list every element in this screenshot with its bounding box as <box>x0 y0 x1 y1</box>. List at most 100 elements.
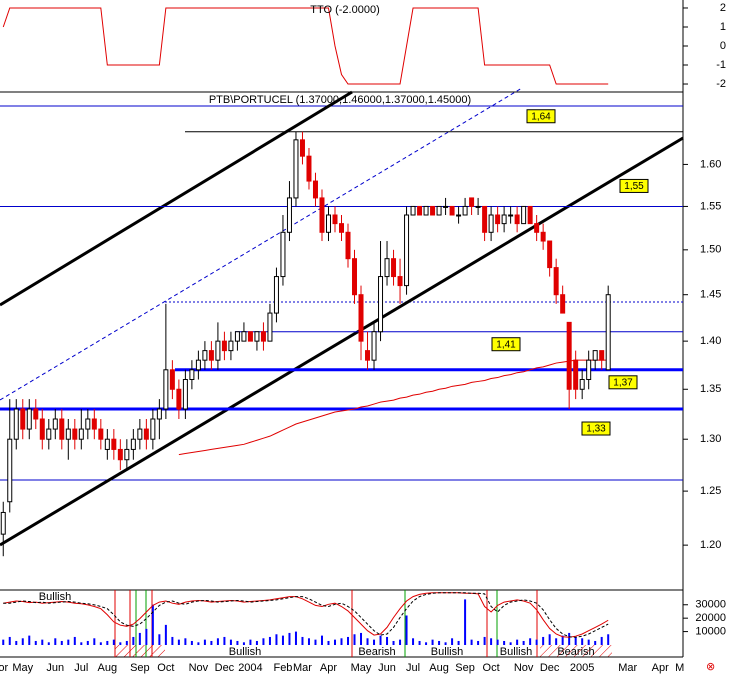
volume-bar <box>412 638 415 645</box>
volume-bar <box>255 640 258 645</box>
candle-body <box>39 418 45 440</box>
volume-bar <box>529 638 532 645</box>
volume-bar <box>568 632 571 645</box>
hatch-region <box>115 645 165 657</box>
oscillator-line <box>3 592 609 638</box>
y-tick-label: 1.60 <box>700 158 721 170</box>
candle-body <box>404 214 410 287</box>
volume-bar <box>203 639 206 645</box>
volume-bar <box>210 640 213 645</box>
candle-body <box>52 418 58 430</box>
y-tick-label: -1 <box>716 59 726 71</box>
volume-bar <box>386 636 389 645</box>
volume-bar <box>236 640 239 645</box>
volume-bar <box>503 640 506 645</box>
signal-label: Bearish <box>358 646 395 658</box>
candle-body <box>13 408 19 440</box>
level-label-box <box>526 109 556 124</box>
candle-body <box>312 180 318 199</box>
volume-bar <box>158 634 161 645</box>
level-label-box <box>608 375 638 390</box>
volume-bar <box>281 635 284 645</box>
candle-body <box>397 276 403 287</box>
level-label-box <box>491 337 521 352</box>
volume-bar <box>21 638 24 645</box>
volume-bar <box>594 640 597 645</box>
volume-bar <box>184 638 187 645</box>
candle-body <box>85 418 91 430</box>
volume-bar <box>28 635 31 645</box>
x-tick-label: Feb <box>273 662 292 674</box>
candle-body <box>33 408 39 420</box>
candle-body <box>534 223 540 233</box>
volume-bar <box>54 638 57 645</box>
volume-bar <box>15 640 18 645</box>
level-label-box <box>581 421 611 436</box>
candle-body <box>436 205 442 216</box>
volume-bar <box>464 599 467 645</box>
candle-body <box>378 276 384 333</box>
volume-bar <box>229 639 232 645</box>
level-label: 1,41 <box>496 339 516 350</box>
volume-bar <box>561 635 564 645</box>
volume-bar <box>333 639 336 645</box>
x-tick-label: Aug <box>98 662 118 674</box>
volume-bar <box>379 635 382 645</box>
volume-bar <box>190 640 193 645</box>
volume-bar <box>418 640 421 645</box>
x-tick-label: May <box>12 662 33 674</box>
volume-bar <box>535 639 538 645</box>
volume-bar <box>294 631 297 645</box>
candle-body <box>182 378 188 410</box>
candle-body <box>469 197 475 207</box>
y-tick-label: 1.25 <box>700 485 721 497</box>
candle-body <box>221 340 227 352</box>
y-tick-label: 1.55 <box>700 200 721 212</box>
candle-body <box>7 438 13 503</box>
dashed-trend-line <box>0 87 523 401</box>
x-tick-label: Jul <box>74 662 88 674</box>
candle-body <box>475 205 481 208</box>
candle-body <box>456 214 462 217</box>
candle-body <box>241 331 247 342</box>
candle-body <box>430 205 436 216</box>
candle-body <box>150 418 156 440</box>
x-tick-label: Oct <box>157 662 174 674</box>
y-tick-label: 1.40 <box>700 335 721 347</box>
volume-bar <box>548 634 551 645</box>
candle-body <box>98 428 104 440</box>
x-tick-label: May <box>351 662 372 674</box>
x-tick-label: Mar <box>293 662 312 674</box>
x-tick-label: Apr <box>320 662 337 674</box>
volume-bar <box>268 636 271 645</box>
candle-body <box>169 369 175 390</box>
candle-body <box>540 231 546 242</box>
candle-body <box>189 369 195 380</box>
candle-body <box>208 350 214 361</box>
signal-label: Bullish <box>229 646 261 658</box>
candle-body <box>267 312 273 342</box>
volume-bar <box>223 636 226 645</box>
volume-bar <box>301 636 304 645</box>
candle-body <box>254 331 260 342</box>
y-tick-label: 10000 <box>695 625 726 637</box>
volume-bar <box>171 636 174 645</box>
candle-body <box>423 205 429 216</box>
candle-body <box>527 205 533 225</box>
candle-body <box>410 205 416 216</box>
y-tick-label: 1 <box>720 21 726 33</box>
volume-bar <box>373 639 376 645</box>
x-tick-label: Nov <box>514 662 534 674</box>
candle-body <box>0 511 6 535</box>
level-label: 1,64 <box>531 111 551 122</box>
signal-lines <box>114 590 538 657</box>
volume-bar <box>347 636 350 645</box>
volume-bar <box>242 642 245 645</box>
trend-line <box>0 90 353 307</box>
volume-bar <box>41 639 44 645</box>
candle-body <box>234 331 240 342</box>
candle-body <box>579 378 585 390</box>
trend-line <box>0 136 684 547</box>
